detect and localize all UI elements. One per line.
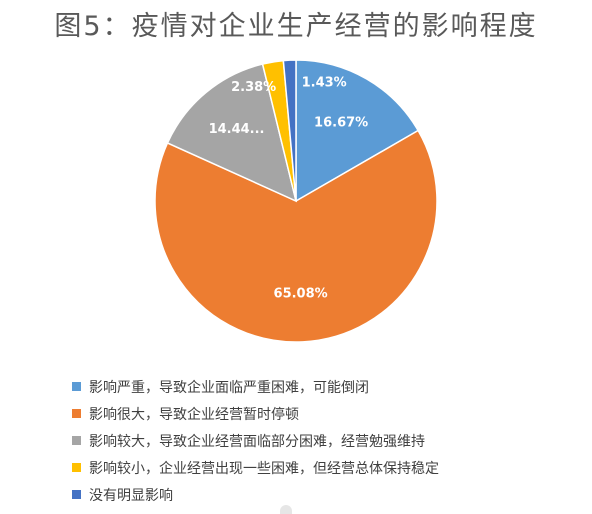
pie-slice: [295, 59, 420, 203]
data-label: 1.43%: [302, 76, 347, 91]
legend-swatch-3: [72, 463, 81, 472]
pie-slices: [154, 59, 438, 343]
watermark-fragment: [280, 505, 292, 514]
legend-label: 影响较大，导致企业经营面临部分困难，经营勉强维持: [89, 433, 425, 450]
legend: 影响严重，导致企业面临严重困难，可能倒闭 影响很大，导致企业经营暂时停顿 影响较…: [72, 373, 572, 508]
legend-item: 影响较大，导致企业经营面临部分困难，经营勉强维持: [72, 427, 572, 454]
data-label: 2.38%: [231, 80, 276, 95]
legend-label: 影响较小，企业经营出现一些困难，但经营总体保持稳定: [89, 460, 439, 477]
legend-label: 影响很大，导致企业经营暂时停顿: [89, 406, 299, 423]
legend-swatch-2: [72, 436, 81, 445]
legend-swatch-1: [72, 409, 81, 418]
legend-swatch-0: [72, 382, 81, 391]
pie-slice: [154, 129, 438, 343]
legend-item: 影响较小，企业经营出现一些困难，但经营总体保持稳定: [72, 454, 572, 481]
legend-swatch-4: [72, 490, 81, 499]
pie-chart: 16.67% 65.08% 14.44... 2.38% 1.43%: [154, 59, 438, 343]
chart-title: 图5：疫情对企业生产经营的影响程度: [54, 11, 538, 42]
data-label: 65.08%: [274, 286, 328, 301]
pie-data-labels: 16.67% 65.08% 14.44... 2.38% 1.43%: [209, 76, 369, 302]
legend-item: 影响严重，导致企业面临严重困难，可能倒闭: [72, 373, 572, 400]
legend-label: 没有明显影响: [89, 487, 173, 504]
pie-slice: [166, 63, 298, 203]
pie-slice: [282, 59, 297, 202]
legend-item: 没有明显影响: [72, 481, 572, 508]
data-label: 14.44...: [209, 122, 265, 137]
legend-item: 影响很大，导致企业经营暂时停顿: [72, 400, 572, 427]
data-label: 16.67%: [314, 115, 368, 130]
legend-label: 影响严重，导致企业面临严重困难，可能倒闭: [89, 379, 369, 396]
